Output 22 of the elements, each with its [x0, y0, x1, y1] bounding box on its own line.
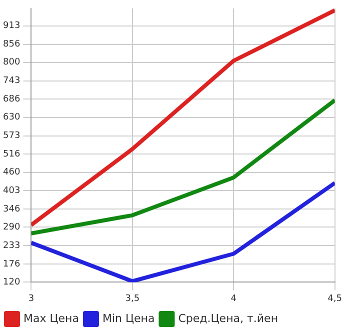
- y-tick-label: 630: [2, 112, 20, 123]
- y-tick-label: 516: [2, 150, 20, 160]
- legend-label: Сред.Цена, т.йен: [178, 312, 278, 325]
- x-tick-label: 3: [28, 294, 34, 304]
- y-tick-label: 800: [2, 58, 20, 68]
- y-tick-label: 573: [2, 131, 20, 142]
- y-tick-label: 346: [2, 204, 20, 214]
- y-tick-label: 856: [2, 40, 20, 50]
- x-tick-label: 3,5: [125, 294, 140, 304]
- legend-label: Min Цена: [102, 312, 155, 325]
- y-tick-label: 460: [2, 168, 20, 178]
- y-tick-label: 913: [2, 21, 20, 32]
- y-tick-label: 743: [2, 76, 20, 86]
- y-tick-label: 176: [2, 259, 20, 270]
- x-tick-label: 4,5: [328, 294, 342, 304]
- y-tick-label: 233: [2, 241, 20, 252]
- y-tick-label: 686: [2, 94, 20, 105]
- y-tick-label: 403: [2, 186, 20, 196]
- legend-label: Max Цена: [24, 312, 79, 325]
- y-tick-label: 290: [2, 222, 20, 233]
- x-tick-label: 4: [230, 294, 237, 304]
- y-tick-label: 120: [2, 278, 20, 288]
